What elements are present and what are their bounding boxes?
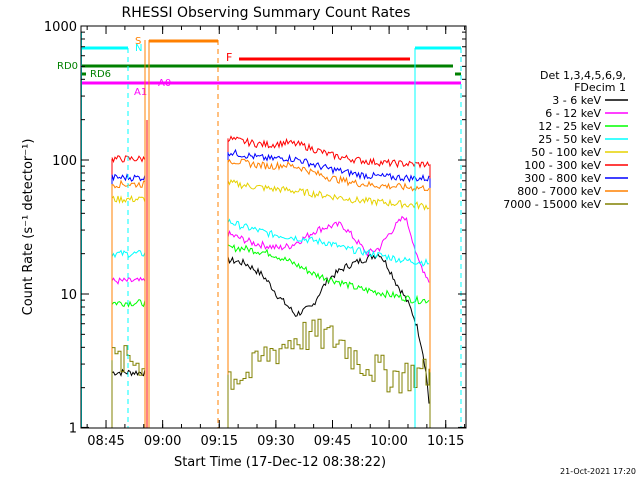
y-tick-label: 10 (60, 288, 77, 303)
series-line-seg2 (227, 179, 430, 211)
y-axis-label: Count Rate (s⁻¹ detector⁻¹) (21, 139, 36, 316)
plot-frame (80, 25, 467, 429)
flag-label-a0: A0 (158, 78, 171, 89)
series-layer (111, 135, 431, 428)
flag-label-n: N (135, 43, 142, 54)
legend-entry-label: 12 - 25 keV (538, 120, 601, 133)
series-line-seg2 (227, 244, 430, 305)
series-line-seg1 (111, 194, 146, 205)
x-tick-label: 10:00 (370, 434, 407, 449)
legend-header-detectors: Det 1,3,4,5,6,9, (540, 69, 626, 82)
x-tick-label: 08:45 (87, 434, 124, 449)
x-tick-label: 09:45 (314, 434, 351, 449)
legend-entry-label: 50 - 100 keV (531, 146, 601, 159)
x-tick-label: 10:15 (427, 434, 464, 449)
x-tick-label: 09:00 (144, 434, 181, 449)
flag-bars: SN F RD0 RD6 A1 A0 (57, 36, 461, 98)
footer-date: 21-Oct-2021 17:20 (560, 467, 636, 476)
legend-entry-label: 300 - 800 keV (524, 172, 601, 185)
x-axis-label: Start Time (17-Dec-12 08:38:22) (174, 455, 386, 470)
series-line-seg1 (112, 345, 146, 376)
series-line-seg2 (227, 135, 430, 169)
flag-label-f: F (226, 51, 232, 64)
chart-title: RHESSI Observing Summary Count Rates (122, 5, 411, 21)
series-line-seg2 (227, 148, 430, 183)
legend-entry-label: 3 - 6 keV (552, 94, 601, 107)
axes: 1 10 100 1000 08:45 09:00 09:15 09:30 09:45 10:00… (44, 20, 466, 449)
series-line-seg2 (227, 218, 430, 267)
x-tick-label: 09:15 (201, 434, 238, 449)
y-tick-label: 100 (52, 154, 77, 169)
legend-entry-label: 800 - 7000 keV (517, 185, 601, 198)
series-line-seg1 (111, 298, 146, 308)
legend-entry-label: 25 - 50 keV (538, 133, 601, 146)
legend-entry-label: 100 - 300 keV (524, 159, 601, 172)
y-tick-label: 1 (69, 421, 77, 436)
flag-label-rd0: RD0 (57, 61, 78, 72)
flag-label-s: S (135, 36, 141, 47)
y-tick-label: 1000 (44, 20, 77, 35)
legend-header-decim: FDecim 1 (574, 81, 626, 94)
series-line-seg1 (111, 173, 146, 182)
series-line-seg2 (227, 215, 430, 283)
series-line-seg2 (228, 318, 430, 394)
x-tick-label: 09:30 (257, 434, 294, 449)
legend-entry-label: 7000 - 15000 keV (503, 198, 601, 211)
series-line-seg2 (227, 158, 430, 192)
flag-label-a1: A1 (134, 87, 147, 98)
legend-entry-label: 6 - 12 keV (545, 107, 601, 120)
flag-label-rd6: RD6 (90, 69, 111, 80)
